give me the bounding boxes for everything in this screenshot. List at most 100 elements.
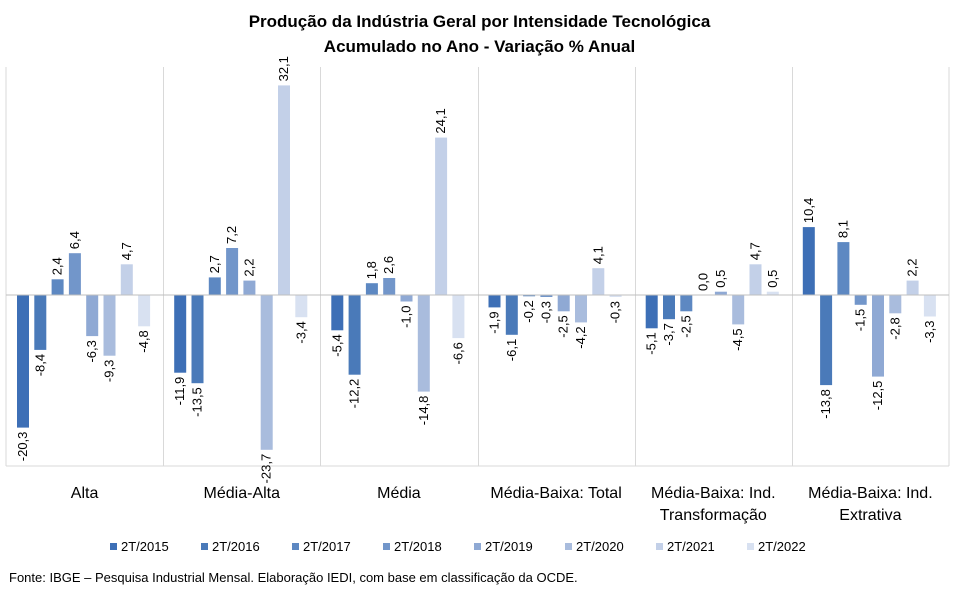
bar	[906, 280, 919, 295]
bar	[278, 85, 290, 296]
bar	[226, 248, 239, 295]
data-label: -6,6	[450, 342, 465, 364]
source-note: Fonte: IBGE – Pesquisa Industrial Mensal…	[9, 570, 578, 585]
data-label: -1,9	[487, 311, 502, 333]
bar	[540, 295, 553, 297]
data-label: 2,4	[50, 257, 65, 275]
legend-swatch	[201, 543, 208, 550]
data-label: 8,1	[835, 220, 850, 238]
bar	[889, 295, 902, 314]
data-label: -5,4	[329, 334, 344, 356]
data-label: -0,3	[538, 301, 553, 323]
category-label: Média-Baixa: Total	[490, 485, 621, 502]
legend-label: 2T/2019	[485, 539, 533, 554]
bar	[435, 137, 448, 295]
bar	[120, 264, 133, 295]
data-label: -8,4	[32, 354, 47, 376]
data-label: -13,8	[818, 389, 833, 419]
data-label: -3,3	[922, 321, 937, 343]
bar	[191, 295, 204, 384]
data-label: -4,8	[136, 330, 151, 352]
bar	[400, 295, 413, 302]
bar	[208, 277, 221, 295]
data-label: -2,5	[678, 315, 693, 337]
bar	[872, 295, 884, 377]
legend-label: 2T/2022	[758, 539, 806, 554]
data-label: -12,2	[347, 379, 362, 409]
legend-swatch	[747, 543, 754, 550]
data-label: -0,3	[608, 301, 623, 323]
data-label: -0,2	[521, 300, 536, 322]
legend-swatch	[565, 543, 572, 550]
legend-swatch	[383, 543, 390, 550]
bar	[86, 295, 99, 337]
bar	[923, 295, 936, 317]
data-label: 2,7	[207, 255, 222, 273]
bar	[260, 295, 273, 450]
category-label: Média-Baixa: Ind.	[808, 485, 933, 502]
legend-label: 2T/2018	[394, 539, 442, 554]
bar	[663, 295, 675, 320]
legend-swatch	[474, 543, 481, 550]
bar	[714, 291, 727, 295]
bar	[854, 295, 867, 305]
bar	[348, 295, 361, 375]
category-label: Alta	[71, 485, 99, 502]
bar	[749, 264, 762, 295]
bar	[295, 295, 308, 318]
category-label: Média-Alta	[204, 485, 281, 502]
legend-label: 2T/2021	[667, 539, 715, 554]
bar	[488, 295, 501, 308]
bar	[609, 295, 622, 297]
legend-label: 2T/2016	[212, 539, 260, 554]
data-label: 0,5	[765, 270, 780, 288]
bar	[174, 295, 187, 373]
bar	[383, 278, 396, 295]
data-label: -12,5	[870, 381, 885, 411]
data-label: 0,0	[696, 273, 711, 291]
data-label: 32,1	[276, 56, 291, 81]
data-label: -9,3	[102, 360, 117, 382]
data-label: -13,5	[190, 387, 205, 417]
bar	[138, 295, 151, 327]
bar	[732, 295, 745, 325]
data-label: 1,8	[364, 261, 379, 279]
category-label: Transformação	[660, 507, 767, 524]
data-label: 4,7	[748, 242, 763, 260]
data-label: 10,4	[801, 198, 816, 223]
data-label: 2,2	[905, 259, 920, 277]
data-label: 2,2	[241, 259, 256, 277]
bar	[17, 295, 29, 428]
data-label: -6,1	[504, 339, 519, 361]
data-label: -4,2	[573, 326, 588, 348]
category-label: Média	[377, 485, 421, 502]
bar	[680, 295, 693, 312]
bar	[452, 295, 465, 339]
chart-title: Produção da Indústria Geral por Intensid…	[248, 12, 711, 31]
legend-swatch	[292, 543, 299, 550]
bar	[802, 227, 815, 295]
data-label: 4,1	[590, 246, 605, 264]
data-label: -2,5	[556, 315, 571, 337]
bar	[365, 283, 378, 295]
bar	[820, 295, 833, 386]
legend-swatch	[656, 543, 663, 550]
legend-label: 2T/2020	[576, 539, 624, 554]
legend-swatch	[110, 543, 117, 550]
bar	[103, 295, 116, 356]
category-label: Extrativa	[839, 507, 901, 524]
legend-label: 2T/2017	[303, 539, 351, 554]
bar	[575, 295, 587, 323]
data-label: -2,8	[887, 317, 902, 339]
data-label: -3,7	[661, 323, 676, 345]
bar	[645, 295, 658, 329]
bar	[68, 253, 81, 295]
bar	[417, 295, 430, 392]
data-label: -4,5	[730, 328, 745, 350]
category-label: Média-Baixa: Ind.	[651, 485, 776, 502]
data-label: 2,6	[381, 256, 396, 274]
data-label: -11,9	[172, 377, 187, 406]
data-label: -6,3	[84, 340, 99, 362]
data-label: -1,5	[853, 309, 868, 331]
bar	[243, 280, 256, 295]
